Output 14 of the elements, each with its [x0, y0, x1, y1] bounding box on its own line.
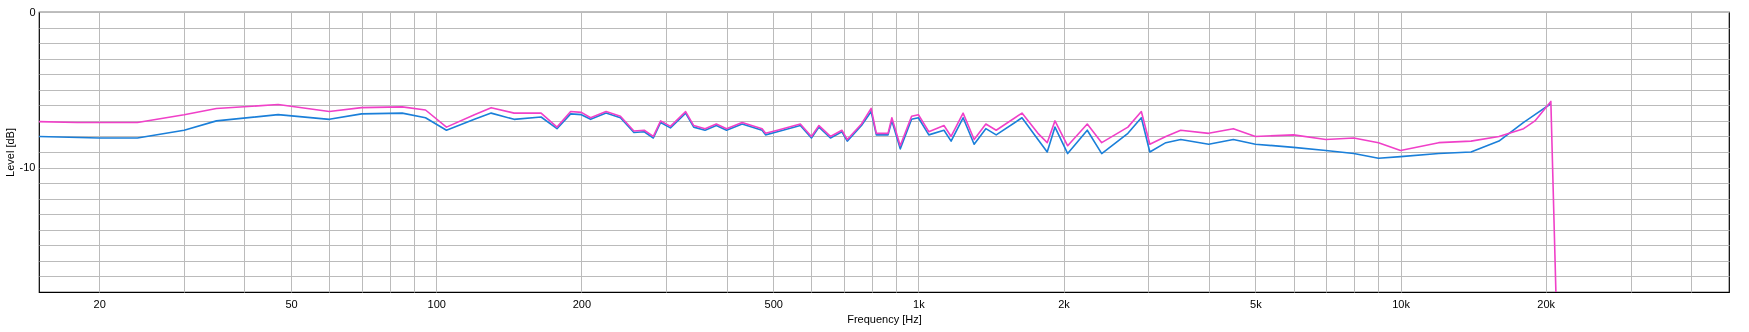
- x-tick-label: 100: [427, 297, 446, 310]
- x-tick-label: 200: [572, 297, 592, 310]
- y-axis-title: Level [dB]: [3, 128, 16, 177]
- x-tick-label: 1k: [913, 297, 926, 310]
- x-tick-label: 50: [285, 297, 298, 310]
- y-tick-label: -10: [19, 161, 36, 174]
- x-tick-label: 500: [764, 297, 783, 310]
- x-tick-label: 2k: [1058, 297, 1071, 310]
- x-tick-label: 5k: [1250, 297, 1263, 310]
- x-axis-title: Frequency [Hz]: [847, 312, 922, 325]
- x-tick-label: 20k: [1537, 297, 1556, 310]
- x-tick-label: 10k: [1392, 297, 1411, 310]
- x-tick-label: 20: [93, 297, 106, 310]
- y-tick-label: 0: [29, 5, 36, 18]
